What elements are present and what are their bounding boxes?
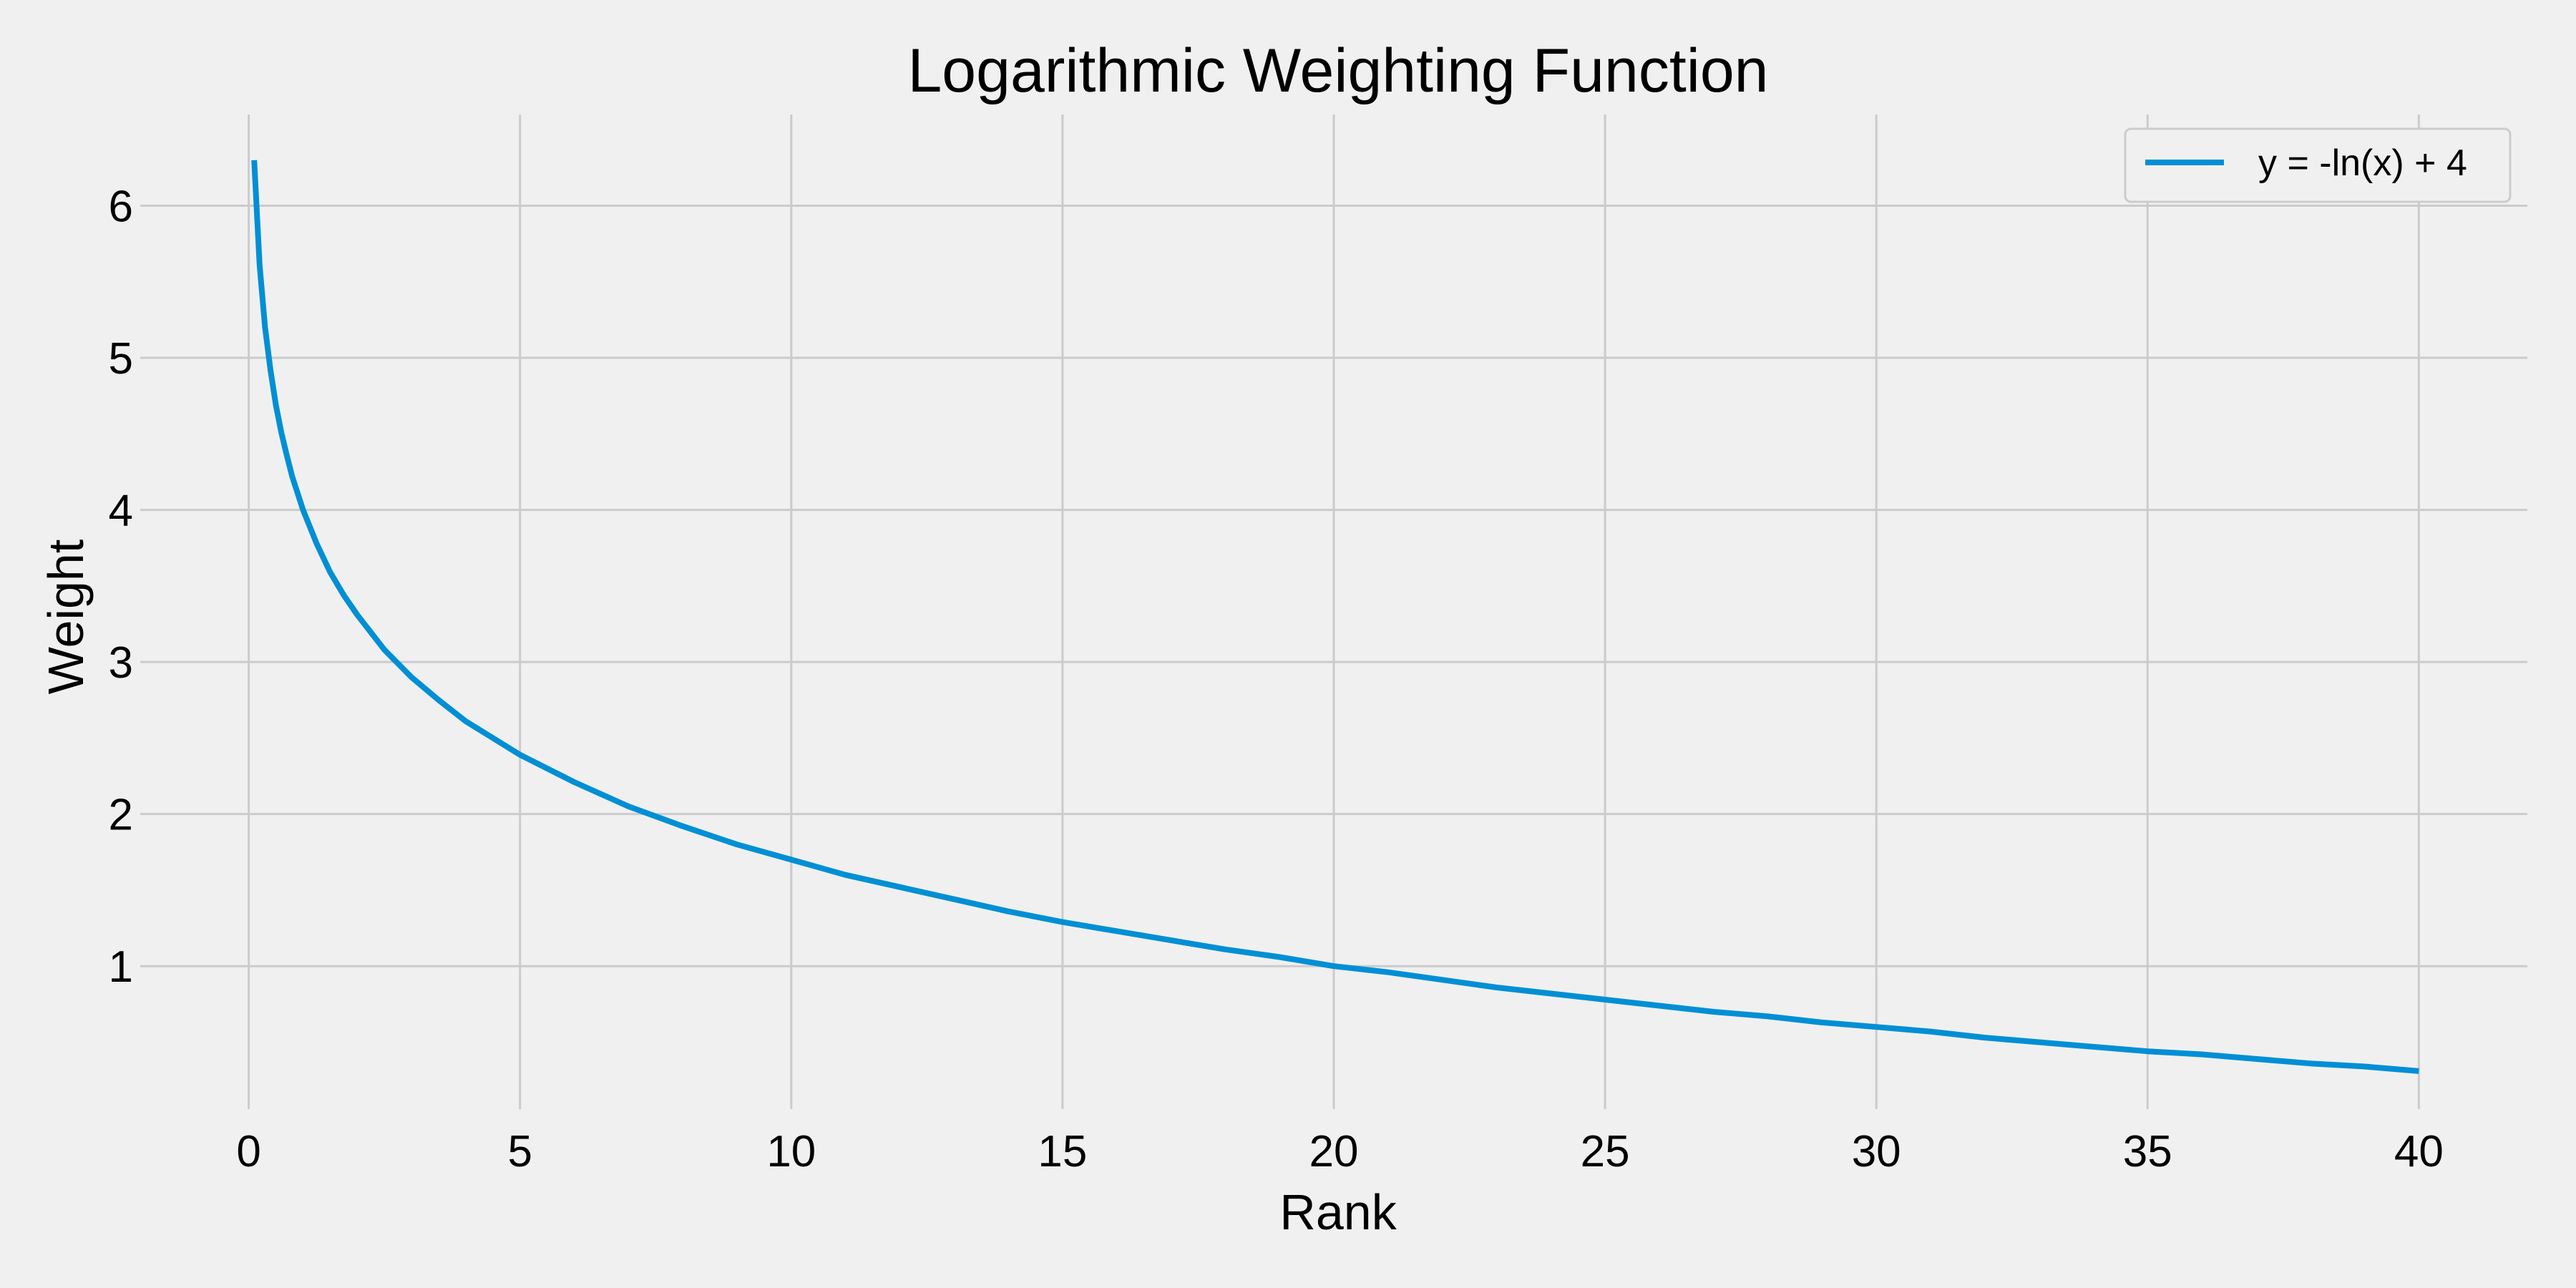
series-line-0 (251, 160, 2419, 1074)
x-tick-label: 20 (1309, 1127, 1359, 1176)
chart-title: Logarithmic Weighting Function (907, 36, 1768, 105)
x-tick-label: 15 (1038, 1127, 1087, 1176)
y-tick-labels: 1 2 3 4 5 6 (109, 182, 133, 992)
x-tick-label: 10 (766, 1127, 816, 1176)
y-axis-label: Weight (38, 540, 94, 695)
x-tick-label: 0 (236, 1127, 260, 1176)
x-tick-label: 5 (507, 1127, 532, 1176)
series-layer (251, 160, 2419, 1074)
y-tick-label: 4 (109, 487, 133, 536)
legend-label: y = -ln(x) + 4 (2258, 142, 2467, 184)
y-tick-label: 2 (109, 791, 133, 840)
y-tick-label: 3 (109, 638, 133, 688)
y-tick-label: 5 (109, 334, 133, 384)
y-tick-label: 1 (109, 942, 133, 992)
x-axis-label: Rank (1279, 1184, 1397, 1240)
x-tick-labels: 0 5 10 15 20 25 30 35 40 (236, 1127, 2443, 1176)
legend: y = -ln(x) + 4 (2124, 127, 2512, 203)
x-tick-label: 30 (1852, 1127, 1901, 1176)
y-tick-label: 6 (109, 182, 133, 232)
legend-box (2124, 127, 2512, 203)
x-tick-label: 40 (2394, 1127, 2444, 1176)
x-tick-label: 25 (1581, 1127, 1630, 1176)
x-tick-label: 35 (2123, 1127, 2172, 1176)
